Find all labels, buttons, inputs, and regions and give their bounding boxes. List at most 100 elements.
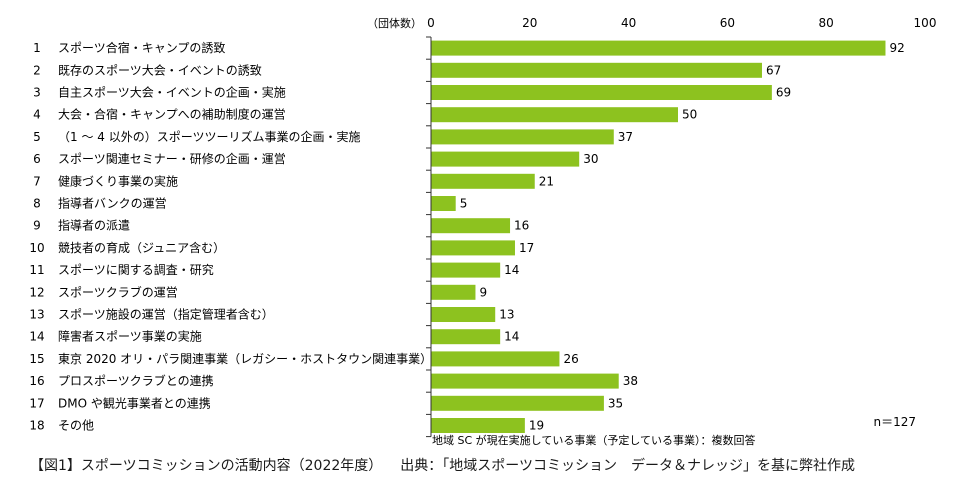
category-number: 12 <box>29 285 44 299</box>
bar <box>431 418 525 433</box>
chart-note: 地域 SC が現在実施している事業（予定している事業）：複数回答 <box>432 433 756 447</box>
bar-row: 10 競技者の育成（ジュニア含む） 17 <box>29 240 534 256</box>
axis-unit-label: （団体数） <box>367 16 422 30</box>
bar <box>431 262 501 278</box>
bar-row: 5 （1 ～ 4 以外の）スポーツツーリズム事業の企画・実施 37 <box>33 129 633 145</box>
bar <box>431 85 772 100</box>
bar-value-label: 21 <box>539 174 554 188</box>
category-number: 18 <box>29 419 44 433</box>
category-number: 6 <box>33 152 41 166</box>
bar-value-label: 26 <box>563 352 578 366</box>
bar-value-label: 9 <box>479 285 487 299</box>
category-number: 17 <box>29 396 44 410</box>
x-axis-ticks: 0 20 40 60 80 100 <box>427 16 936 30</box>
bar <box>431 307 496 322</box>
category-number: 10 <box>29 241 44 255</box>
x-tick-label: 100 <box>914 16 937 30</box>
category-label: 障害者スポーツ事業の実施 <box>58 329 202 344</box>
bar-row: 11 スポーツに関する調査・研究 14 <box>29 262 519 278</box>
sample-size-label: n＝127 <box>873 415 916 429</box>
bar-chart: （団体数） 0 20 40 60 80 100 1 スポーツ合宿・キャンプの誘致 92 2 既存の… <box>29 16 936 447</box>
category-label: スポーツに関する調査・研究 <box>58 262 214 277</box>
x-tick-label: 0 <box>427 16 435 30</box>
bar-value-label: 38 <box>623 374 638 388</box>
bar <box>431 107 678 123</box>
category-number: 7 <box>33 174 41 188</box>
bar-row: 16 プロスポーツクラブとの連携 38 <box>29 373 638 389</box>
category-label: スポーツ関連セミナー・研修の企画・運営 <box>58 151 286 166</box>
bar-value-label: 19 <box>529 419 544 433</box>
bar-row: 14 障害者スポーツ事業の実施 14 <box>29 329 519 345</box>
bar-row: 15 東京 2020 オリ・パラ関連事業（レガシー・ホストタウン関連事業） 26 <box>29 351 579 367</box>
bar-row: 17 DMO や観光事業者との連携 35 <box>29 395 623 411</box>
bar-value-label: 17 <box>519 241 534 255</box>
bar-row: 13 スポーツ施設の運営（指定管理者含む） 13 <box>29 307 515 322</box>
bar-value-label: 67 <box>766 63 781 77</box>
bar <box>431 151 580 167</box>
category-number: 4 <box>33 108 41 122</box>
category-number: 1 <box>33 41 41 55</box>
category-number: 3 <box>33 86 41 100</box>
category-label: スポーツクラブの運営 <box>58 284 178 299</box>
bar-value-label: 5 <box>460 197 468 211</box>
bar-value-label: 16 <box>514 219 529 233</box>
bar-row: 6 スポーツ関連セミナー・研修の企画・運営 30 <box>33 151 598 167</box>
category-number: 8 <box>33 197 41 211</box>
category-label: 東京 2020 オリ・パラ関連事業（レガシー・ホストタウン関連事業） <box>58 352 432 366</box>
category-label: DMO や観光事業者との連携 <box>58 395 211 410</box>
bar <box>431 351 560 367</box>
category-number: 5 <box>33 130 41 144</box>
category-number: 13 <box>29 308 44 322</box>
category-label: スポーツ施設の運営（指定管理者含む） <box>58 307 274 322</box>
bar <box>431 40 886 56</box>
figure-caption: 【図1】スポーツコミッションの活動内容（2022年度） 出典：「地域スポーツコミッ… <box>30 455 855 475</box>
category-label: 既存のスポーツ大会・イベントの誘致 <box>58 63 262 77</box>
category-number: 15 <box>29 352 44 366</box>
x-tick-label: 80 <box>819 16 834 30</box>
x-tick-label: 40 <box>621 16 636 30</box>
bar-value-label: 30 <box>583 152 598 166</box>
bar <box>431 284 476 300</box>
bar <box>431 240 515 256</box>
bar-row: 7 健康づくり事業の実施 21 <box>33 173 554 189</box>
category-label: 大会・合宿・キャンプへの補助制度の運営 <box>58 107 286 122</box>
bar-value-label: 69 <box>776 86 791 100</box>
category-number: 9 <box>33 219 41 233</box>
bar <box>431 218 511 234</box>
category-label: プロスポーツクラブとの連携 <box>58 373 214 388</box>
category-label: スポーツ合宿・キャンプの誘致 <box>58 40 225 55</box>
category-label: 健康づくり事業の実施 <box>58 173 178 188</box>
category-number: 14 <box>29 330 44 344</box>
bar-row: 2 既存のスポーツ大会・イベントの誘致 67 <box>33 62 781 78</box>
bar <box>431 373 619 389</box>
x-tick-label: 60 <box>720 16 735 30</box>
bar-value-label: 35 <box>608 396 623 410</box>
bar-value-label: 92 <box>889 41 904 55</box>
bar-value-label: 13 <box>499 308 514 322</box>
bar-value-label: 14 <box>504 330 519 344</box>
bar <box>431 62 762 78</box>
bar-row: 12 スポーツクラブの運営 9 <box>29 284 487 300</box>
bar-row: 9 指導者の派遣 16 <box>33 218 529 234</box>
category-label: 指導者の派遣 <box>58 218 130 233</box>
bar-value-label: 50 <box>682 108 697 122</box>
bar <box>431 395 604 411</box>
bar-value-label: 37 <box>618 130 633 144</box>
bar-value-label: 14 <box>504 263 519 277</box>
category-label: 競技者の育成（ジュニア含む） <box>58 240 225 255</box>
bar <box>431 129 614 145</box>
bar-row: 8 指導者バンクの運営 5 <box>33 196 468 211</box>
category-label: その他 <box>58 419 94 433</box>
bar-row: 3 自主スポーツ大会・イベントの企画・実施 69 <box>33 85 791 100</box>
category-label: 指導者バンクの運営 <box>58 196 167 211</box>
bar-rows: 1 スポーツ合宿・キャンプの誘致 922 既存のスポーツ大会・イベントの誘致 673 自主… <box>29 36 905 438</box>
bar <box>431 329 501 345</box>
category-number: 16 <box>29 374 44 388</box>
category-number: 11 <box>29 263 44 277</box>
bar <box>431 173 535 189</box>
bar-row: 18 その他 19 <box>29 418 544 433</box>
figure-source: 出典：「地域スポーツコミッション データ＆ナレッジ」を基に弊社作成 <box>400 458 855 474</box>
bar-row: 4 大会・合宿・キャンプへの補助制度の運営 50 <box>33 107 697 123</box>
figure-title: 【図1】スポーツコミッションの活動内容（2022年度） <box>30 458 383 474</box>
category-number: 2 <box>33 63 41 77</box>
